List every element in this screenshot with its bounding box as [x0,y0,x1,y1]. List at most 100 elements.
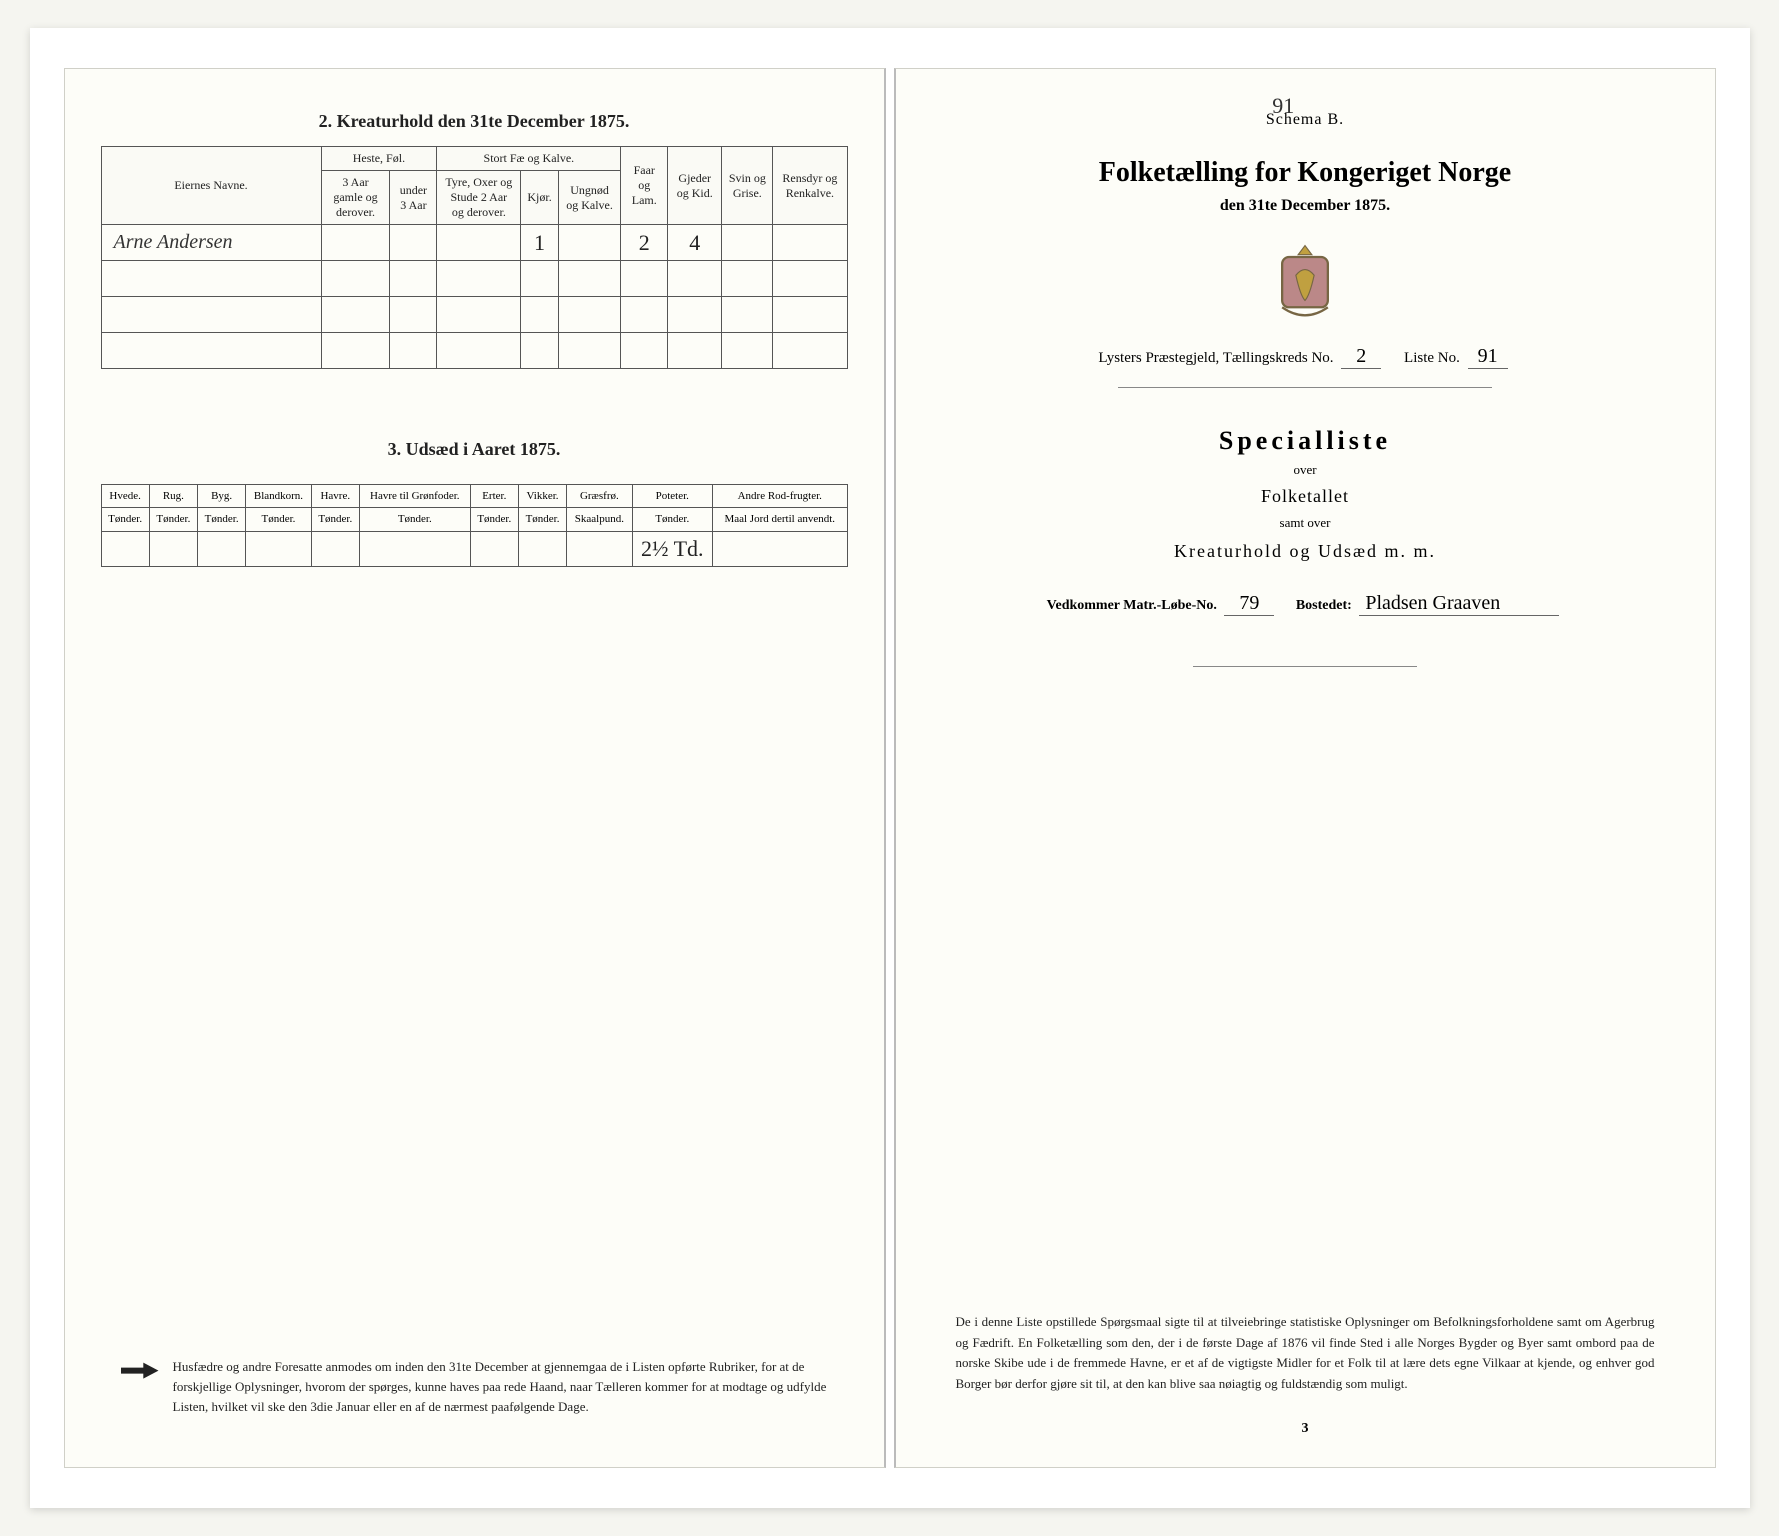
table-cell [437,225,521,261]
seed-col-bot: Tønder. [101,508,149,531]
seed-col-bot: Tønder. [246,508,311,531]
col-heste-b: under 3 Aar [390,171,437,225]
table-cell [437,297,521,333]
right-footnote: De i denne Liste opstillede Spørgsmaal s… [932,1312,1679,1405]
rule-1 [1118,387,1492,388]
table-cell [101,297,321,333]
samt-label: samt over [932,515,1679,531]
table-cell [621,333,668,369]
kreaturhold-label: Kreaturhold og Udsæd m. m. [932,541,1679,562]
liste-label: Liste No. [1404,350,1460,366]
lysters: Lysters [1098,350,1141,366]
col-rensdyr: Rensdyr og Renkalve. [773,147,847,225]
main-title: Folketælling for Kongeriget Norge [932,157,1679,189]
seed-col-bot: Skaalpund. [567,508,632,531]
seed-col-top: Blandkorn. [246,485,311,508]
seed-col-bot: Tønder. [359,508,470,531]
table-cell [668,297,722,333]
table-row [101,261,847,297]
table-cell [521,261,558,297]
livestock-table: Eiernes Navne. Heste, Føl. Stort Fæ og K… [101,146,848,369]
over-label: over [932,462,1679,478]
section3-title: 3. Udsæd i Aaret 1875. [101,439,848,460]
seed-col-top: Erter. [470,485,518,508]
seed-col-bot: Tønder. [198,508,246,531]
page-number: 3 [932,1421,1679,1437]
meta-line: Lysters Præstegjeld, Tællingskreds No. 2… [932,345,1679,369]
seed-cell [149,531,197,566]
table-cell [521,333,558,369]
table-cell [722,225,773,261]
specialliste-title: Specialliste [932,426,1679,456]
table-cell [773,297,847,333]
table-row [101,297,847,333]
seed-col-top: Havre. [311,485,359,508]
vedkommer-line: Vedkommer Matr.-Løbe-No. 79 Bostedet: Pl… [932,592,1679,616]
bostedet-label: Bostedet: [1296,598,1352,613]
table-cell [621,261,668,297]
col-svin: Svin og Grise. [722,147,773,225]
kreds-no: 2 [1341,345,1381,369]
table-row: Arne Andersen124 [101,225,847,261]
pointer-icon [121,1361,159,1381]
seed-cell [311,531,359,566]
table-cell [437,333,521,369]
seed-cell [246,531,311,566]
table-cell [437,261,521,297]
table-cell [668,261,722,297]
table-cell [722,333,773,369]
seed-col-top: Havre til Grønfoder. [359,485,470,508]
seed-col-top: Andre Rod-frugter. [713,485,848,508]
fold-number: 91 [1272,93,1294,119]
table-cell [101,261,321,297]
vedk-label: Vedkommer Matr.-Løbe-No. [1047,598,1217,613]
seed-cell [567,531,632,566]
table-cell [390,297,437,333]
seed-cell [101,531,149,566]
right-page: 91 Schema B. Folketælling for Kongeriget… [894,68,1716,1468]
seed-col-top: Rug. [149,485,197,508]
bostedet-value: Pladsen Graaven [1359,592,1559,616]
col-heste-a: 3 Aar gamle og derover. [321,171,390,225]
seed-col-bot: Tønder. [632,508,712,531]
table-cell [321,225,390,261]
table-cell [722,261,773,297]
table-cell [773,261,847,297]
seed-table: Hvede.Rug.Byg.Blandkorn.Havre.Havre til … [101,484,848,567]
left-page: 2. Kreaturhold den 31te December 1875. E… [64,68,886,1468]
sub-date: den 31te December 1875. [932,197,1679,215]
table-cell [390,261,437,297]
col-stort-b: Kjør. [521,171,558,225]
matr-no: 79 [1224,592,1274,616]
col-stort-group: Stort Fæ og Kalve. [437,147,621,171]
rule-2 [1193,666,1417,667]
table-cell [558,261,621,297]
table-cell [390,225,437,261]
seed-cell [713,531,848,566]
table-cell [390,333,437,369]
col-stort-c: Ungnød og Kalve. [558,171,621,225]
table-cell [558,333,621,369]
table-cell [668,333,722,369]
seed-col-top: Hvede. [101,485,149,508]
table-cell [722,297,773,333]
section2-title: 2. Kreaturhold den 31te December 1875. [101,111,848,132]
seed-cell [198,531,246,566]
table-cell [621,297,668,333]
scan-frame: 2. Kreaturhold den 31te December 1875. E… [30,28,1750,1508]
left-footnote-text: Husfædre og andre Foresatte anmodes om i… [173,1357,828,1417]
seed-col-top: Byg. [198,485,246,508]
seed-col-bot: Tønder. [311,508,359,531]
seed-cell [518,531,566,566]
seed-cell: 2½ Td. [632,531,712,566]
table-cell [321,261,390,297]
table-cell [521,297,558,333]
seed-cell [470,531,518,566]
liste-no: 91 [1468,345,1508,369]
coat-of-arms-icon [1270,241,1340,321]
table-cell [101,333,321,369]
seed-col-top: Vikker. [518,485,566,508]
seed-cell [359,531,470,566]
table-cell: 1 [521,225,558,261]
left-footnote: Husfædre og andre Foresatte anmodes om i… [101,1357,848,1437]
